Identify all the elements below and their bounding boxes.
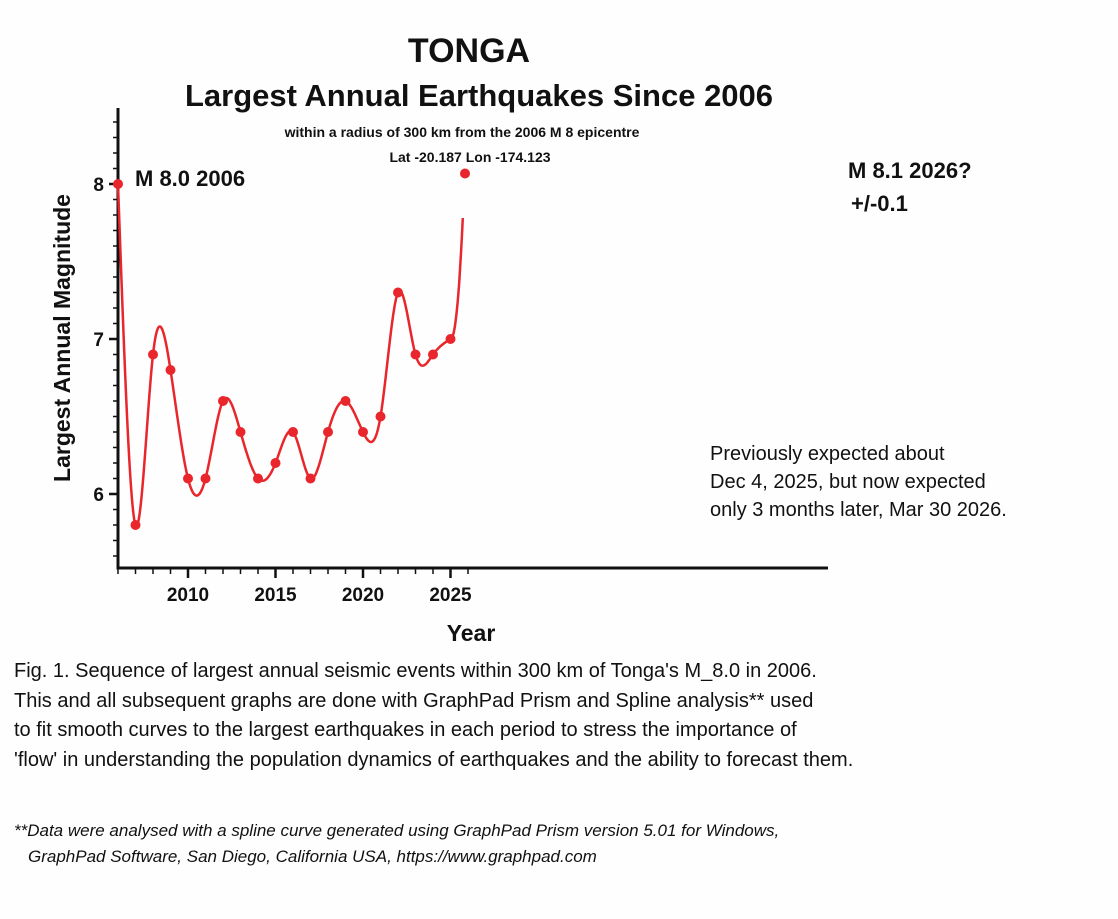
- data-point: [340, 396, 351, 406]
- note-line-2: Dec 4, 2025, but now expected: [710, 471, 986, 493]
- forecast-point: [460, 168, 470, 179]
- chart: TONGA Largest Annual Earthquakes Since 2…: [49, 32, 1007, 646]
- chart-subtitle: Largest Annual Earthquakes Since 2006: [185, 78, 773, 113]
- y-tick-label: 8: [93, 175, 104, 196]
- y-tick-label: 7: [93, 330, 104, 351]
- axes: 6 7 8 2010 2015 2020 2025: [93, 108, 828, 606]
- data-point: [358, 427, 368, 437]
- x-tick-label: 2010: [167, 585, 209, 606]
- caption-line: to fit smooth curves to the largest eart…: [14, 719, 797, 741]
- x-axis-title: Year: [447, 620, 496, 646]
- data-point: [428, 349, 438, 360]
- data-point: [148, 349, 158, 360]
- y-tick-label: 6: [93, 485, 104, 506]
- data-point: [288, 427, 298, 437]
- caption-line: 'flow' in understanding the population d…: [14, 748, 854, 771]
- y-axis-title: Largest Annual Magnitude: [49, 194, 75, 482]
- data-point: [235, 427, 246, 437]
- caption-line: This and all subsequent graphs are done …: [14, 689, 814, 712]
- data-point: [218, 396, 228, 406]
- data-point: [445, 334, 456, 344]
- x-tick-label: 2025: [429, 585, 472, 606]
- x-tick-label: 2015: [254, 585, 297, 606]
- data-point: [130, 520, 141, 530]
- x-tick-label: 2020: [342, 585, 384, 606]
- caption-line: Fig. 1. Sequence of largest annual seism…: [14, 660, 817, 682]
- chart-title: TONGA: [408, 32, 530, 70]
- data-point: [393, 287, 403, 298]
- footnote-line: GraphPad Software, San Diego, California…: [28, 847, 597, 866]
- note-line-1: Previously expected about: [710, 443, 945, 465]
- data-point: [165, 365, 176, 375]
- data-point: [305, 473, 316, 484]
- data-point: [253, 473, 263, 484]
- figure-caption: Fig. 1. Sequence of largest annual seism…: [14, 657, 1114, 775]
- data-point: [375, 411, 386, 422]
- chart-subtitle-coordinates: Lat -20.187 Lon -174.123: [389, 149, 550, 165]
- forecast-uncertainty-label: +/-0.1: [851, 191, 908, 216]
- series-group: [113, 168, 470, 530]
- footnote-line: **Data were analysed with a spline curve…: [14, 821, 780, 840]
- data-point: [410, 349, 421, 360]
- data-point: [183, 473, 193, 484]
- data-point: [323, 427, 333, 437]
- note-line-3: only 3 months later, Mar 30 2026.: [710, 499, 1007, 521]
- data-point: [113, 179, 123, 189]
- footnote: **Data were analysed with a spline curve…: [14, 818, 1114, 870]
- data-point: [200, 473, 211, 484]
- forecast-label: M 8.1 2026?: [848, 158, 972, 183]
- chart-subtitle-radius: within a radius of 300 km from the 2006 …: [284, 124, 640, 140]
- start-point-label: M 8.0 2006: [135, 166, 245, 191]
- data-point: [270, 458, 281, 468]
